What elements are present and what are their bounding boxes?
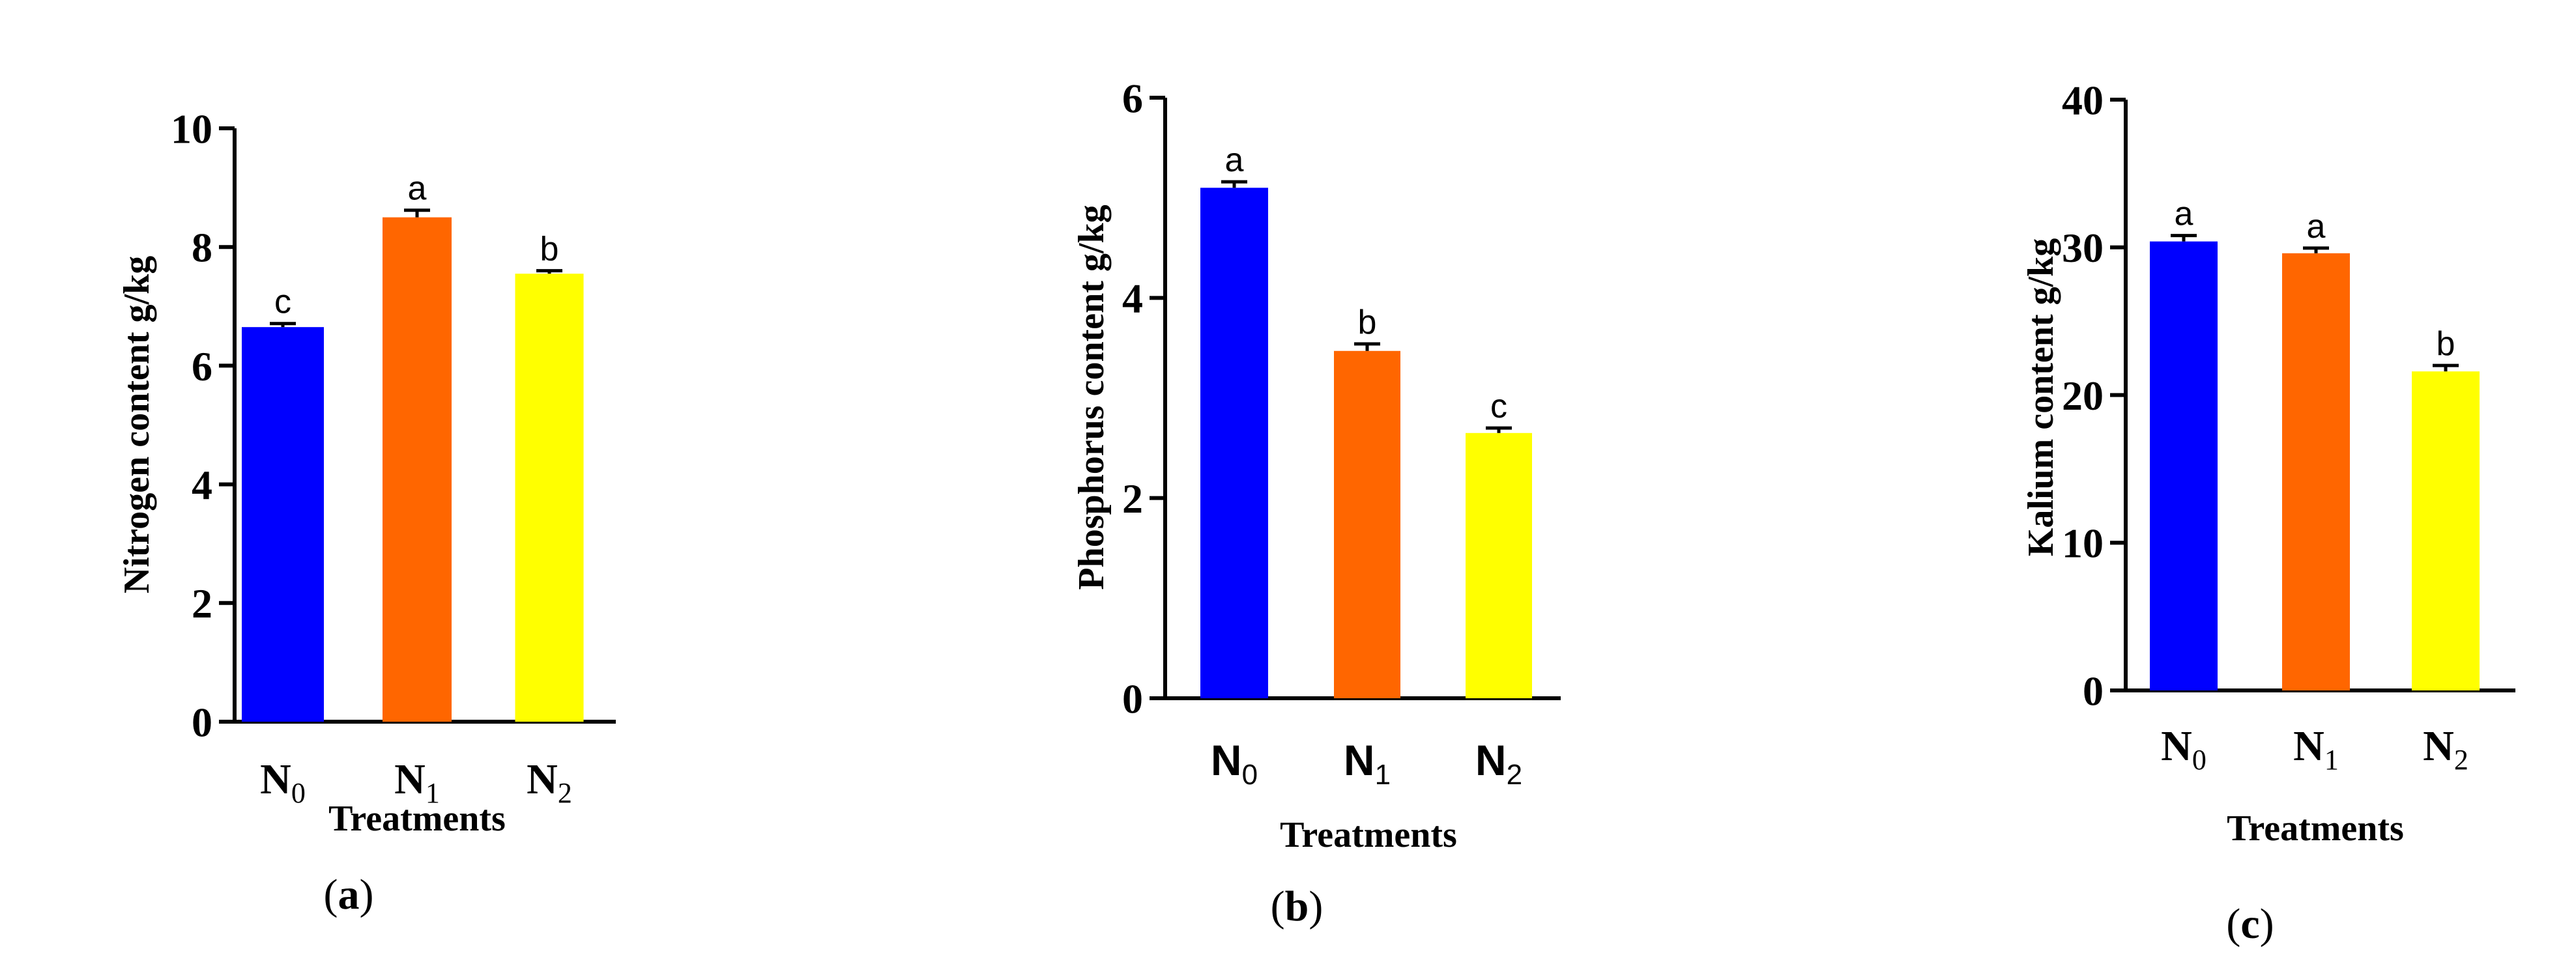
x-axis-label: Treatments [2227,808,2404,849]
y-tick-label: 0 [2083,668,2104,714]
y-tick-label: 10 [171,106,212,152]
x-tick-label: N2 [2423,722,2468,776]
bar [1466,432,1532,698]
y-tick-label: 6 [192,343,212,390]
x-axis-label: Treatments [1280,815,1457,855]
y-tick-label: 0 [192,699,212,745]
panel-label: (c) [2226,900,2274,948]
y-tick-label: 4 [192,462,212,508]
y-tick-label: 6 [1122,75,1143,121]
y-tick-label: 30 [2062,225,2104,271]
y-tick-label: 2 [192,580,212,627]
significance-letter: c [1490,388,1507,425]
error-bar [270,322,296,328]
error-bar [2303,246,2329,253]
y-tick-label: 2 [1122,475,1143,522]
panel-b-phosphorus-chart: 0 2 4 6 a N0 b N1 c N2 Treatments Phosphorus conten… [1071,75,1561,930]
panel-label: (b) [1271,883,1324,930]
significance-letter: b [1358,304,1377,341]
panel-a-nitrogen-chart: 0 2 4 6 8 10 c N0 a N1 b N2 Treatments Nitrogen conte… [117,106,616,918]
significance-letter: a [1225,141,1244,179]
bar [2150,241,2218,690]
significance-letter: c [274,283,291,321]
y-axis-label: Kalium content g/kg [2021,238,2061,556]
bar [1200,188,1268,698]
bar [242,327,324,722]
y-axis-label: Nitrogen content g/kg [117,256,157,594]
bar [2282,253,2350,690]
panel-label: (a) [324,871,374,918]
y-tick-label: 8 [192,225,212,271]
x-tick-label: N1 [2293,722,2339,776]
x-tick-label: N0 [2161,722,2207,776]
error-bar [1486,426,1512,433]
x-tick-label: N1 [1344,736,1391,791]
significance-letter: a [2307,208,2326,246]
bar [1334,350,1400,698]
y-axis-label: Phosphorus content g/kg [1071,205,1112,589]
panel-c-kalium-chart: 0 10 20 30 40 a N0 a N1 b N2 Treatments Kalium conte… [2021,77,2515,948]
x-tick-label: N0 [1211,736,1258,791]
error-bar [1354,342,1380,351]
y-tick-label: 4 [1122,276,1143,322]
x-tick-label: N0 [260,756,306,809]
significance-letter: b [2437,325,2455,363]
y-tick-label: 10 [2062,520,2104,567]
error-bar [404,208,430,218]
bar [383,217,452,722]
significance-letter: a [408,170,427,208]
y-tick-label: 20 [2062,373,2104,419]
x-axis-label: Treatments [328,799,506,839]
error-bar [536,269,562,274]
bar [2412,371,2480,690]
error-bar [1221,180,1247,188]
significance-letter: b [540,231,559,268]
y-tick-label: 0 [1122,675,1143,722]
y-tick-label: 40 [2062,77,2104,123]
significance-letter: a [2175,195,2193,233]
bar [515,274,584,722]
x-tick-label: N2 [527,756,572,809]
x-tick-label: N2 [1475,736,1522,791]
x-tick-label: N1 [394,756,440,809]
error-bar [2433,363,2459,372]
error-bar [2171,234,2197,242]
